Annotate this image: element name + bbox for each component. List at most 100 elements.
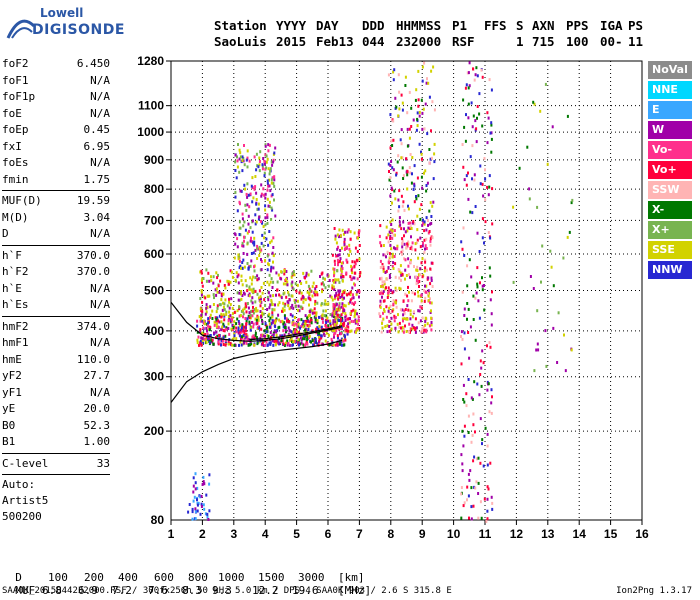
echo-point	[243, 265, 246, 269]
echo-point	[200, 289, 203, 292]
echo-point	[465, 183, 468, 187]
echo-point	[256, 278, 259, 282]
echo-point	[200, 317, 203, 321]
echo-point	[470, 505, 473, 509]
echo-point	[475, 66, 478, 70]
echo-point	[242, 244, 245, 248]
echo-point	[272, 333, 275, 336]
echo-point	[388, 329, 391, 333]
echo-point	[401, 329, 404, 333]
echo-point	[216, 290, 219, 294]
echo-point	[409, 171, 412, 175]
echo-point	[357, 319, 360, 323]
echo-point	[294, 301, 297, 304]
header-ps-value: 11	[628, 34, 644, 49]
echo-point	[346, 260, 349, 264]
echo-point	[347, 329, 350, 333]
echo-point	[263, 171, 266, 175]
echo-point	[329, 294, 332, 298]
echo-point	[397, 330, 400, 334]
echo-point	[410, 125, 413, 128]
echo-point	[266, 197, 269, 201]
param-value: 1.75	[83, 172, 111, 186]
echo-point	[217, 284, 220, 288]
echo-point	[348, 321, 351, 325]
echo-point	[265, 160, 268, 164]
echo-point	[264, 143, 267, 147]
echo-point	[241, 266, 244, 270]
echo-point	[297, 341, 300, 345]
echo-point	[240, 330, 243, 334]
echo-point	[262, 187, 265, 191]
echo-point	[201, 284, 204, 288]
echo-point	[383, 309, 386, 313]
echo-point	[311, 309, 314, 313]
echo-point	[391, 166, 394, 170]
echo-point	[334, 237, 337, 241]
echo-point	[296, 325, 299, 328]
echo-point	[428, 209, 431, 213]
echo-point	[211, 309, 214, 313]
echo-point	[325, 325, 328, 329]
curve-trace	[170, 301, 341, 342]
echo-point	[432, 65, 435, 69]
echo-point	[337, 342, 340, 346]
echo-point	[475, 140, 478, 144]
echo-point	[397, 209, 400, 213]
ionogram-parameters: foF2 6.450 foF1 N/A foF1p N/A foE N/A foEp 0.45 fx…	[2, 56, 110, 525]
echo-point	[401, 252, 403, 256]
echo-point	[512, 205, 515, 209]
echo-point	[418, 114, 421, 118]
echo-point	[275, 271, 278, 275]
echo-point	[462, 165, 465, 169]
echo-point	[248, 320, 251, 324]
legend-item: E	[648, 101, 692, 119]
echo-point	[275, 339, 278, 343]
echo-point	[282, 342, 285, 346]
echo-point	[333, 307, 336, 311]
echo-point	[314, 293, 317, 297]
echo-point	[240, 274, 243, 278]
echo-point	[462, 398, 465, 401]
echo-point	[421, 186, 424, 190]
echo-point	[351, 260, 354, 264]
echo-point	[199, 495, 202, 499]
echo-point	[430, 316, 433, 320]
echo-point	[217, 273, 219, 277]
echo-point	[539, 109, 542, 113]
echo-point	[257, 165, 260, 169]
param-row: D N/A	[2, 226, 110, 243]
echo-point	[319, 275, 321, 278]
param-name: MUF(D)	[2, 194, 42, 207]
echo-point	[231, 324, 234, 328]
echo-point	[314, 320, 317, 324]
echo-point	[273, 151, 276, 155]
echo-point	[283, 272, 286, 276]
echo-point	[429, 282, 432, 286]
x-tick-label: 4	[262, 527, 269, 541]
echo-point	[293, 316, 296, 319]
echo-point	[486, 509, 489, 513]
echo-point	[343, 304, 346, 307]
echo-point	[401, 108, 404, 112]
muf-value: 9.3	[212, 584, 232, 597]
echo-point	[404, 258, 407, 262]
echo-point	[220, 292, 223, 296]
echo-point	[194, 472, 197, 476]
echo-point	[357, 236, 359, 240]
echo-point	[318, 315, 320, 319]
echo-point	[429, 157, 432, 161]
muf-value: 7.6	[148, 584, 168, 597]
echo-point	[308, 292, 311, 296]
echo-point	[327, 302, 330, 306]
echo-point	[412, 326, 415, 329]
echo-point	[463, 125, 466, 129]
echo-point	[267, 143, 270, 147]
param-name: B1	[2, 435, 16, 448]
echo-point	[358, 274, 361, 278]
param-row: B1 1.00	[2, 434, 110, 451]
echo-point	[424, 266, 427, 270]
echo-point	[243, 235, 245, 239]
echo-point	[296, 283, 299, 287]
echo-point	[379, 305, 382, 309]
